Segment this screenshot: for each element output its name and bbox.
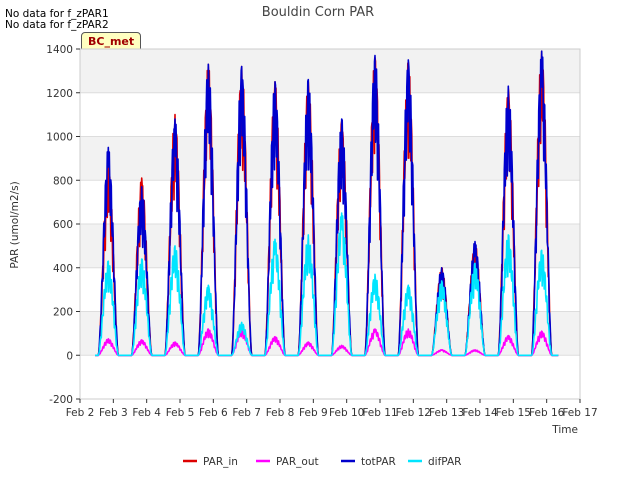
plot-band [80,311,580,356]
legend: PAR_in PAR_out totPAR difPAR [183,456,461,468]
x-tick-label: Feb 8 [266,407,295,419]
chart-title: Bouldin Corn PAR [262,5,374,20]
no-data-note-1: No data for f_zPAR1 [5,8,109,20]
x-tick-label: Feb 4 [132,407,161,419]
y-tick-label: 600 [53,219,73,231]
y-tick-label: 1200 [46,88,73,100]
x-tick-label: Feb 10 [329,407,364,419]
x-tick-label: Feb 17 [562,407,597,419]
legend-label: PAR_in [203,456,238,468]
axes: -200 0 200 400 600 800 1000 1200 1400 Feb 2 Feb 3 F… [46,44,597,419]
site-badge: BC_met [81,32,142,51]
plot-band [80,224,580,268]
y-tick-label: 1000 [46,132,73,144]
no-data-note-2: No data for f_zPAR2 [5,19,109,31]
x-tick-label: Feb 12 [396,407,431,419]
series-difpar-line [95,212,559,357]
x-tick-label: Feb 14 [462,407,498,419]
legend-label: difPAR [428,456,461,468]
x-tick-label: Feb 2 [66,407,95,419]
x-tick-label: Feb 16 [529,407,565,419]
plot-band [80,136,580,181]
x-tick-label: Feb 9 [299,407,328,419]
x-tick-label: Feb 3 [99,407,128,419]
y-tick-label: 200 [53,307,73,319]
x-tick-label: Feb 5 [166,407,195,419]
y-tick-label: 400 [53,263,73,275]
x-tick-label: Feb 15 [496,407,531,419]
y-tick-label: 1400 [46,44,73,56]
x-axis-label: Time [551,424,578,436]
legend-label: totPAR [361,456,396,468]
x-tick-label: Feb 6 [199,407,228,419]
x-tick-label: Feb 7 [232,407,261,419]
plot-band [80,49,580,93]
y-tick-label: 0 [66,350,73,362]
legend-label: PAR_out [276,456,319,468]
y-tick-label: -200 [49,394,73,406]
series-layer [95,50,559,357]
y-tick-label: 800 [53,175,73,187]
x-tick-label: Feb 11 [362,407,397,419]
x-tick-label: Feb 13 [429,407,464,419]
y-axis-label: PAR (umol/m2/s) [9,181,21,268]
